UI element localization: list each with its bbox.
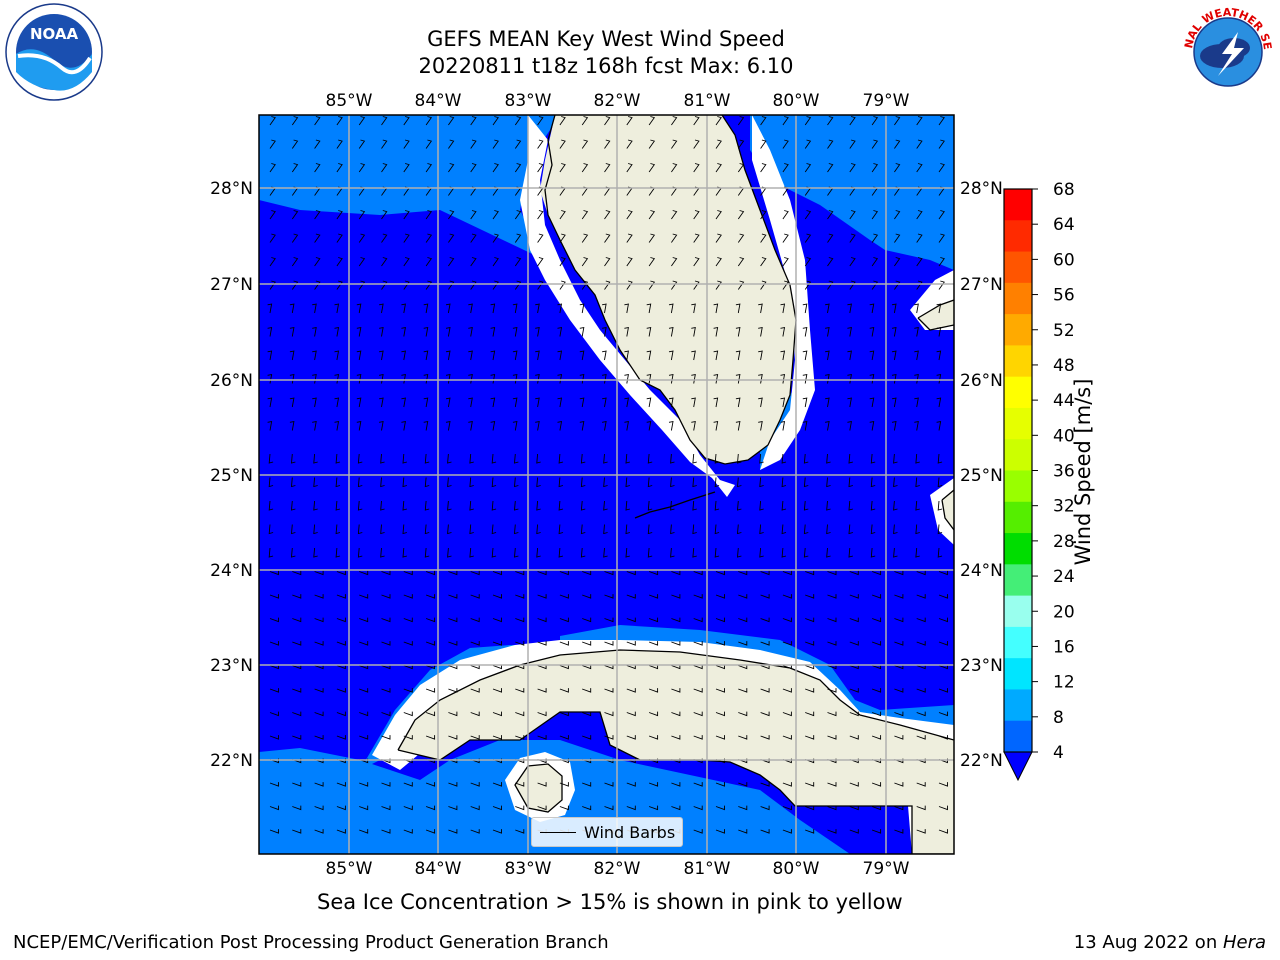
- colorbar-swatch: [1004, 189, 1032, 221]
- lon-label-bottom: 80°W: [773, 859, 820, 879]
- footer-credit: NCEP/EMC/Verification Post Processing Pr…: [13, 932, 609, 953]
- lon-label-bottom: 81°W: [684, 859, 731, 879]
- colorbar-tick-label: 48: [1053, 356, 1075, 376]
- florida-coastline: [544, 115, 797, 465]
- colorbar-tick-label: 12: [1053, 673, 1075, 693]
- noaa-logo-icon: NOAA: [5, 3, 103, 101]
- colorbar-swatch: [1004, 533, 1032, 565]
- lon-label-bottom: 79°W: [863, 859, 910, 879]
- lon-label-bottom: 84°W: [415, 859, 462, 879]
- colorbar-tick-label: 52: [1053, 321, 1075, 341]
- legend-line-icon: [540, 831, 576, 833]
- lon-label-top: 84°W: [415, 91, 462, 111]
- coastal-mask-florida-east: [752, 115, 815, 470]
- florida-land: [540, 115, 796, 464]
- lat-label-left: 24°N: [210, 561, 253, 581]
- colorbar-tick-label: 44: [1053, 391, 1075, 411]
- cuba-land: [398, 650, 954, 854]
- colorbar-swatch: [1004, 501, 1032, 534]
- colorbar-swatch: [1004, 282, 1032, 315]
- map-subtitle: 20220811 t18z 168h fcst Max: 6.10: [418, 54, 794, 78]
- colorbar-swatch: [1004, 345, 1032, 378]
- footer-machine-text: Hera: [1222, 932, 1266, 953]
- colorbar-swatch: [1004, 720, 1032, 753]
- lon-label-bottom: 85°W: [326, 859, 373, 879]
- lon-label-bottom: 82°W: [594, 859, 641, 879]
- colorbar-swatch: [1004, 439, 1032, 471]
- wind-barbs-legend: Wind Barbs: [531, 817, 683, 847]
- colorbar-tick-label: 4: [1053, 743, 1064, 763]
- coastal-mask-florida-west: [520, 115, 735, 497]
- lon-label-top: 80°W: [773, 91, 820, 111]
- colorbar-swatch: [1004, 595, 1032, 628]
- lat-label-right: 22°N: [960, 751, 1003, 771]
- colorbar-tick-label: 20: [1053, 602, 1075, 622]
- colorbar-tick-label: 32: [1053, 497, 1075, 517]
- bahamas-grand-bahama-land: [918, 300, 954, 330]
- lon-label-top: 83°W: [505, 91, 552, 111]
- lat-label-right: 25°N: [960, 466, 1003, 486]
- colorbar-tick-label: 64: [1053, 215, 1075, 235]
- colorbar-tick-label: 8: [1053, 708, 1064, 728]
- sea-ice-caption: Sea Ice Concentration > 15% is shown in …: [317, 890, 903, 914]
- colorbar-swatch: [1004, 470, 1032, 503]
- colorbar-swatch: [1004, 220, 1032, 253]
- lon-label-top: 82°W: [594, 91, 641, 111]
- bahamas-andros-land: [942, 490, 954, 530]
- lat-label-right: 24°N: [960, 561, 1003, 581]
- colorbar-label: Wind Speed [m/s]: [1071, 378, 1095, 566]
- lat-label-left: 26°N: [210, 371, 253, 391]
- map-frame: [258, 114, 955, 855]
- footer-date-text: 13 Aug 2022 on: [1073, 932, 1223, 953]
- lon-label-bottom: 83°W: [505, 859, 552, 879]
- colorbar-tick-label: 16: [1053, 637, 1075, 657]
- lat-label-left: 28°N: [210, 179, 253, 199]
- lat-label-left: 23°N: [210, 656, 253, 676]
- noaa-logo-text: NOAA: [30, 25, 79, 43]
- colorbar-swatch: [1004, 314, 1032, 346]
- footer-date: 13 Aug 2022 on Hera: [1074, 932, 1266, 953]
- colorbar-extend-arrow: [1003, 751, 1033, 782]
- colorbar-swatch: [1004, 658, 1032, 690]
- colorbar-tick-label: 28: [1053, 532, 1075, 552]
- colorbar-swatch: [1004, 251, 1032, 284]
- colorbar-tick-label: 68: [1053, 180, 1075, 200]
- colorbar-tick-label: 60: [1053, 250, 1075, 270]
- colorbar-swatch: [1004, 564, 1032, 597]
- colorbar-tick-label: 24: [1053, 567, 1075, 587]
- lat-label-right: 28°N: [960, 179, 1003, 199]
- lat-label-right: 23°N: [960, 656, 1003, 676]
- map-axis-labels: 85°W 85°W 84°W 84°W 83°W 83°W 82°W 82°W 81°W 81°W…: [210, 91, 1003, 879]
- lat-label-left: 22°N: [210, 751, 253, 771]
- lat-label-right: 26°N: [960, 371, 1003, 391]
- map-title: GEFS MEAN Key West Wind Speed: [427, 27, 785, 51]
- florida-keys-coastline: [634, 491, 716, 519]
- isla-juventud-land: [515, 764, 562, 812]
- colorbar-swatch: [1004, 626, 1032, 659]
- colorbar-swatch: [1004, 376, 1032, 409]
- lon-label-top: 85°W: [326, 91, 373, 111]
- nws-logo-icon: NATIONAL WEATHER SERVICE: [1178, 2, 1275, 99]
- colorbar-tick-label: 36: [1053, 462, 1075, 482]
- legend-label: Wind Barbs: [584, 822, 676, 842]
- lat-label-left: 27°N: [210, 275, 253, 295]
- isla-juventud-coastline: [514, 763, 563, 813]
- map-gridlines: [259, 115, 954, 854]
- colorbar-tick-label: 40: [1053, 426, 1075, 446]
- map-area: [259, 115, 954, 854]
- lat-label-left: 25°N: [210, 466, 253, 486]
- lon-label-top: 81°W: [684, 91, 731, 111]
- colorbar-swatch: [1004, 689, 1032, 722]
- lat-label-right: 27°N: [960, 275, 1003, 295]
- colorbar: 68 64 60 56 52 48 44 40 36 32 28 24 20 16 12 8 4: [1003, 180, 1075, 782]
- colorbar-swatch: [1004, 407, 1032, 440]
- lon-label-top: 79°W: [863, 91, 910, 111]
- colorbar-tick-label: 56: [1053, 286, 1075, 306]
